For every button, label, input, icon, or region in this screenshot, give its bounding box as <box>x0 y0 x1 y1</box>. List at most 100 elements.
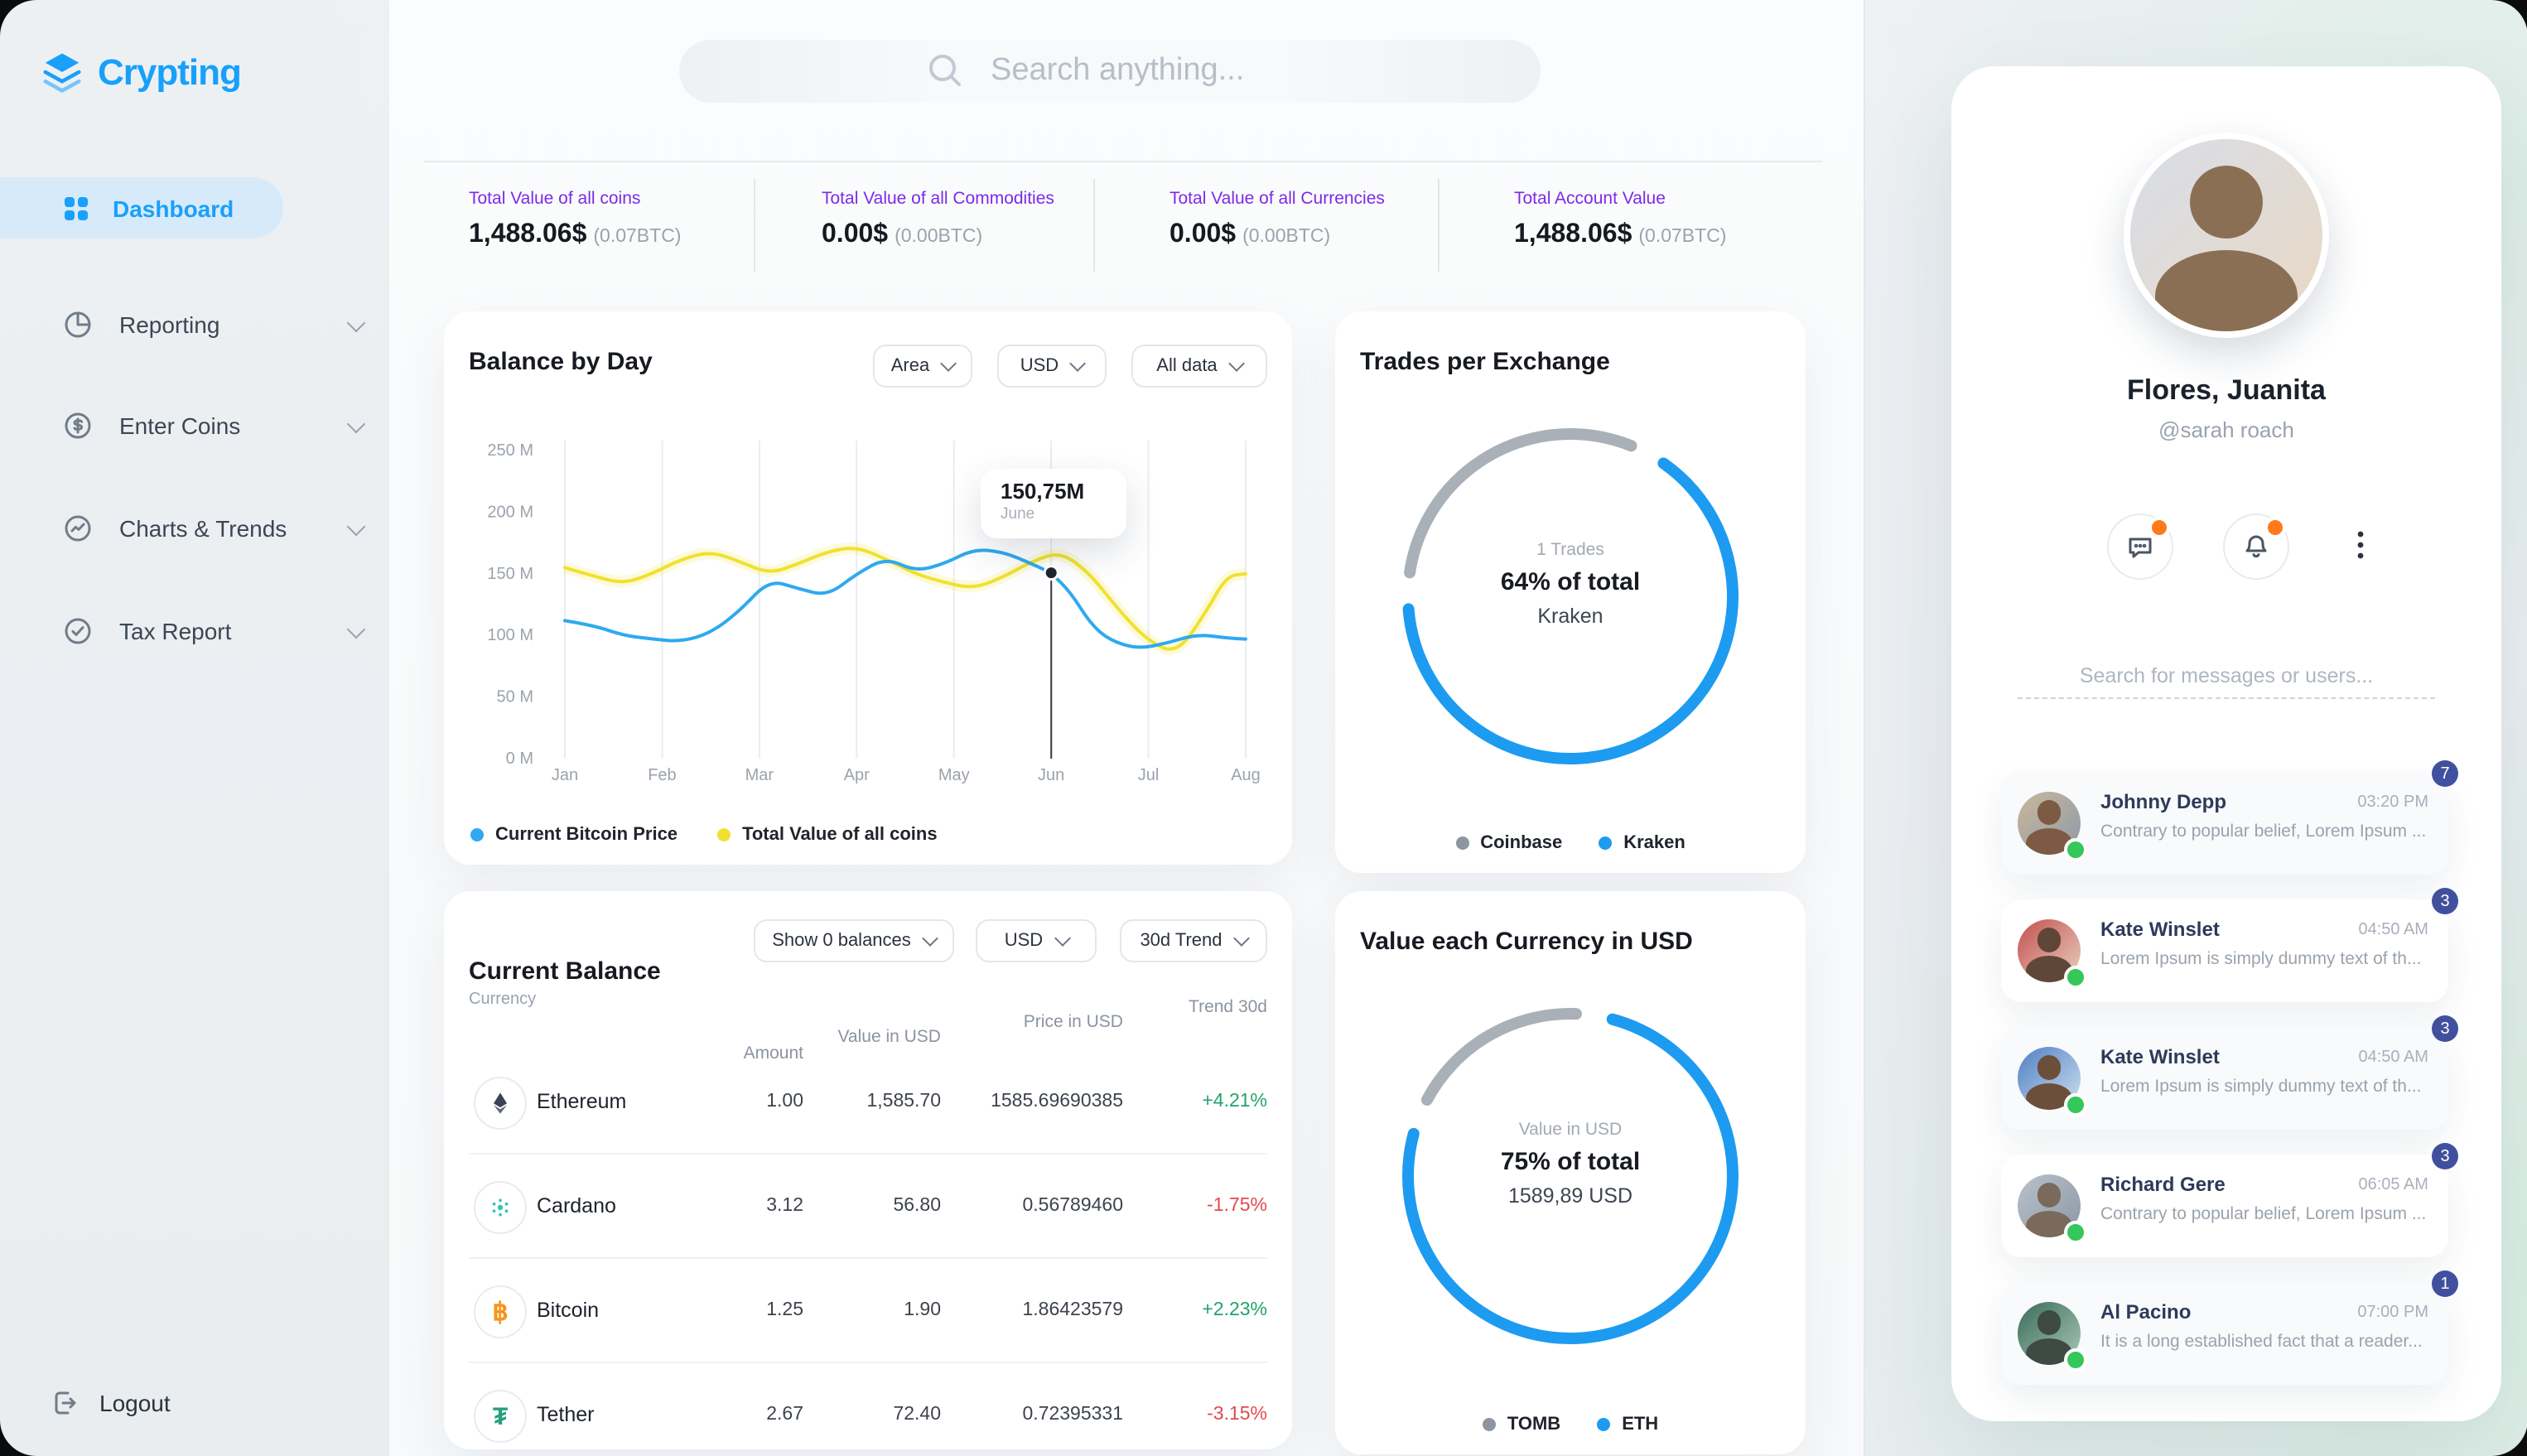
sidebar-item-tax-report[interactable]: Tax Report <box>0 598 389 664</box>
legend-dot <box>1455 836 1469 850</box>
current-balance-card: Show 0 balances USD 30d Trend Current Ba… <box>444 891 1292 1449</box>
notification-dot <box>2264 517 2286 538</box>
stat-sub: (0.00BTC) <box>895 227 983 247</box>
sidebar-item-label: Tax Report <box>119 618 232 644</box>
cell-trend: +2.23% <box>1202 1300 1267 1320</box>
logo-text: Crypting <box>98 51 242 92</box>
message-sender: Richard Gere <box>2100 1173 2226 1196</box>
tax-check-icon <box>65 618 91 644</box>
dropdown-value: 30d Trend <box>1140 931 1223 951</box>
trades-donut-chart <box>1401 428 1739 765</box>
stat-label: Total Value of all coins <box>469 189 641 209</box>
chart-tooltip: 150,75M June <box>981 469 1126 538</box>
stat-sub: (0.07BTC) <box>593 227 682 247</box>
svg-text:Apr: Apr <box>844 766 870 784</box>
messages-search-input[interactable] <box>2018 654 2435 697</box>
legend-label: Current Bitcoin Price <box>495 825 678 845</box>
table-row-bitcoin[interactable]: ฿ Bitcoin 1.25 1.90 1.86423579 +2.23% <box>469 1259 1267 1363</box>
search-input[interactable] <box>987 51 1491 91</box>
message-sender: Kate Winslet <box>2100 1045 2220 1068</box>
usdt-glyph: ₮ <box>492 1402 509 1430</box>
stat-value: 0.00$ <box>1169 220 1237 248</box>
svg-text:Feb: Feb <box>648 766 676 784</box>
dashboard-grid-icon <box>65 196 88 219</box>
legend-dot <box>470 828 484 841</box>
message-kate-winslet-2[interactable]: Kate Winslet 04:50 AM Lorem Ipsum is sim… <box>2001 1015 2458 1130</box>
tooltip-marker-dot <box>1043 565 1059 581</box>
message-kate-winslet-1[interactable]: Kate Winslet 04:50 AM Lorem Ipsum is sim… <box>2001 888 2458 1002</box>
tooltip-label: June <box>1001 505 1035 523</box>
dropdown-value: All data <box>1156 356 1218 376</box>
kebab-menu-icon <box>2357 531 2364 559</box>
currency-dropdown[interactable]: USD <box>997 345 1107 388</box>
trend-dropdown[interactable]: 30d Trend <box>1120 919 1267 962</box>
pie-chart-icon <box>65 311 91 338</box>
stat-label: Total Value of all Commodities <box>822 189 1054 209</box>
online-dot <box>2064 966 2087 989</box>
chevron-down-icon <box>346 413 366 433</box>
global-search[interactable] <box>679 40 1541 103</box>
chart-legend: Current Bitcoin Price Total Value of all… <box>470 825 938 845</box>
logout-button[interactable]: Logout <box>50 1373 171 1433</box>
chevron-down-icon <box>940 355 957 372</box>
chart-type-dropdown[interactable]: Area <box>873 345 972 388</box>
app-logo[interactable]: Crypting <box>40 50 242 94</box>
message-preview: Contrary to popular belief, Lorem Ipsum … <box>2100 1204 2427 1224</box>
sidebar-item-dashboard[interactable]: Dashboard <box>0 177 283 239</box>
notification-dot <box>2148 517 2170 538</box>
sidebar-item-reporting[interactable]: Reporting <box>0 292 389 358</box>
message-al-pacino[interactable]: Al Pacino 07:00 PM It is a long establis… <box>2001 1270 2458 1385</box>
avatar <box>2018 1174 2081 1237</box>
range-dropdown[interactable]: All data <box>1131 345 1267 388</box>
balance-table-rows: Ethereum 1.00 1,585.70 1585.69690385 +4.… <box>469 1050 1267 1456</box>
message-johnny-depp[interactable]: Johnny Depp 03:20 PM Contrary to popular… <box>2001 760 2458 875</box>
svg-text:100 M: 100 M <box>487 626 533 644</box>
chevron-down-icon <box>1232 930 1250 947</box>
logout-label: Logout <box>99 1390 171 1416</box>
legend-label: Total Value of all coins <box>742 825 938 845</box>
messages-search[interactable] <box>2018 654 2435 699</box>
legend-label: Coinbase <box>1480 833 1563 853</box>
chevron-down-icon <box>346 619 366 639</box>
card-title: Value each Currency in USD <box>1360 928 1693 956</box>
chevron-down-icon <box>1227 355 1245 372</box>
message-sender: Johnny Depp <box>2100 790 2227 813</box>
avatar <box>2018 1047 2081 1110</box>
legend-tomb: TOMB <box>1482 1415 1560 1434</box>
currency-dropdown[interactable]: USD <box>976 919 1097 962</box>
legend-dot <box>1597 1418 1611 1431</box>
summary-stats: Total Value of all coins 1,488.06$ (0.07B… <box>424 179 1822 272</box>
legend-eth: ETH <box>1597 1415 1658 1434</box>
card-title: Trades per Exchange <box>1360 348 1610 376</box>
cell-price: 0.56789460 <box>1022 1196 1123 1216</box>
online-dot <box>2064 1093 2087 1116</box>
message-time: 06:05 AM <box>2358 1176 2428 1194</box>
stat-total-coins: Total Value of all coins 1,488.06$ (0.07B… <box>424 179 754 272</box>
main-content: Total Value of all coins 1,488.06$ (0.07B… <box>389 0 1865 1456</box>
coin-icon <box>65 412 91 439</box>
table-row-cardano[interactable]: Cardano 3.12 56.80 0.56789460 -1.75% <box>469 1155 1267 1259</box>
balance-line-chart[interactable]: Jan Feb Mar Apr May Jun Jul Aug 250 M 200 M 150 M 1… <box>467 427 1269 788</box>
table-row-tether[interactable]: ₮ Tether 2.67 72.40 0.72395331 -3.15% <box>469 1363 1267 1456</box>
cell-price: 1.86423579 <box>1022 1300 1123 1320</box>
stat-value: 1,488.06$ <box>1514 220 1632 248</box>
coin-name: Bitcoin <box>537 1299 600 1322</box>
donut-center-text: Value in USD 75% of total 1589,89 USD <box>1335 1120 1806 1208</box>
notifications-button[interactable] <box>2223 513 2289 580</box>
svg-text:250 M: 250 M <box>487 441 533 460</box>
message-richard-gere[interactable]: Richard Gere 06:05 AM Contrary to popula… <box>2001 1143 2458 1257</box>
cell-value: 56.80 <box>893 1196 941 1216</box>
sidebar-item-charts-trends[interactable]: Charts & Trends <box>0 495 389 562</box>
show-balances-dropdown[interactable]: Show 0 balances <box>754 919 954 962</box>
sidebar: Crypting Dashboard Reporting Enter Coins <box>0 0 391 1456</box>
cell-amount: 1.25 <box>766 1300 803 1320</box>
more-options-button[interactable] <box>2336 513 2385 576</box>
sidebar-item-enter-coins[interactable]: Enter Coins <box>0 393 389 459</box>
messages-button[interactable] <box>2107 513 2173 580</box>
table-row-ethereum[interactable]: Ethereum 1.00 1,585.70 1585.69690385 +4.… <box>469 1050 1267 1155</box>
ethereum-icon <box>474 1077 527 1130</box>
legend-kraken: Kraken <box>1599 833 1685 853</box>
right-rail: Flores, Juanita @sarah roach <box>1864 0 2526 1456</box>
message-sender: Kate Winslet <box>2100 918 2220 941</box>
message-list: Johnny Depp 03:20 PM Contrary to popular… <box>2001 760 2458 1410</box>
